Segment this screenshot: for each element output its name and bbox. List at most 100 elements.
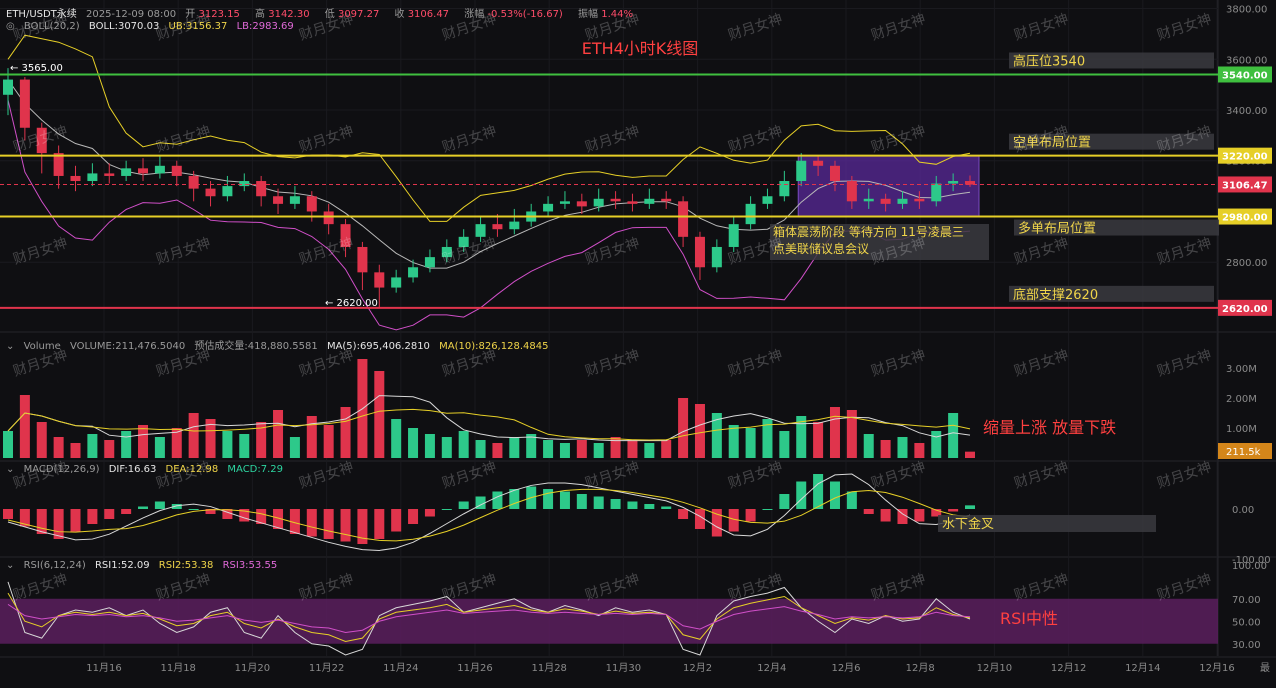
boll-label: BOLL(20,2) <box>23 21 80 32</box>
x-tick-label: 12月8 <box>906 662 935 674</box>
volume-bar <box>559 443 570 458</box>
macd-toggle-icon[interactable]: ⌄ <box>6 464 15 475</box>
candle-body <box>256 181 267 197</box>
boll-lower-line <box>7 99 971 331</box>
volume-bar <box>948 413 959 458</box>
level-note: 底部支撑2620 <box>1013 287 1098 303</box>
macd-note-bg <box>938 515 1156 532</box>
level-tag-bg <box>1218 208 1272 225</box>
macd-bar <box>762 509 773 510</box>
volume-bar <box>829 407 840 458</box>
macd-bar <box>19 509 30 527</box>
volume-bar <box>576 440 587 458</box>
level-note-bg <box>1014 219 1219 236</box>
macd-bar <box>70 509 81 532</box>
rsi-y-tick: 100.00 <box>1232 561 1267 572</box>
candle-body <box>424 257 435 268</box>
volume-bar <box>70 443 81 458</box>
macd-bar <box>408 509 419 524</box>
symbol-label[interactable]: ETH/USDT永续 <box>6 9 77 20</box>
candle-body <box>661 198 672 202</box>
candle-body <box>188 175 199 189</box>
macd-dif-line <box>7 473 971 551</box>
high-mark-label: ← 3565.00 <box>10 63 63 74</box>
change-label: 涨幅 <box>464 9 485 20</box>
candle-body <box>138 168 149 174</box>
x-tick-label: 12月14 <box>1125 662 1160 674</box>
volume-label: Volume <box>23 341 61 352</box>
rsi-y-tick: 50.00 <box>1232 617 1261 628</box>
macd-value: MACD:7.29 <box>227 464 284 475</box>
volume-bar <box>222 431 233 458</box>
amp-label: 振幅 <box>578 9 599 20</box>
macd-note: 水下金叉 <box>942 516 994 532</box>
range-note-line1: 箱体震荡阶段 等待方向 11号凌晨三 <box>773 224 964 239</box>
candle-body <box>576 201 587 207</box>
close-label: 收 <box>394 9 405 20</box>
rsi3-value: RSI3:53.55 <box>222 560 278 571</box>
change-value: -0.53%(-16.67) <box>487 9 563 20</box>
macd-label: MACD(12,26,9) <box>23 464 100 475</box>
volume-toggle-icon[interactable]: ⌄ <box>6 341 15 352</box>
high-label: 高 <box>255 9 266 20</box>
boll-value: BOLL:3070.03 <box>88 21 160 32</box>
macd-bar <box>610 499 621 509</box>
macd-bar <box>576 494 587 509</box>
volume-bar <box>846 410 857 458</box>
volume-bar <box>171 428 182 458</box>
volume-bar <box>121 431 132 458</box>
candle-body <box>273 196 284 204</box>
boll-ub: UB:3156.37 <box>168 21 228 32</box>
volume-bar <box>813 422 824 458</box>
volume-ma5: MA(5):695,406.2810 <box>326 341 430 352</box>
macd-bar <box>104 509 115 519</box>
level-tag-bg <box>1218 66 1272 83</box>
candle-body <box>53 153 64 176</box>
rsi-neutral-band <box>0 598 1218 644</box>
volume-bar <box>138 425 149 458</box>
eye-icon[interactable]: ◎ <box>6 21 15 32</box>
volume-bar <box>424 434 435 458</box>
rsi-y-tick: 30.00 <box>1232 640 1261 651</box>
macd-bar <box>205 509 216 514</box>
volume-bar <box>53 437 64 458</box>
macd-bar <box>829 481 840 509</box>
macd-bar <box>323 509 334 539</box>
volume-bar <box>762 419 773 458</box>
macd-bar <box>779 494 790 509</box>
x-tick-label: 11月20 <box>235 662 270 674</box>
macd-bar <box>441 509 452 510</box>
candle-body <box>593 198 604 207</box>
macd-dea: DEA:12.98 <box>165 464 219 475</box>
volume-bar <box>509 437 520 458</box>
chart-title: ETH4小时K线图 <box>582 39 699 58</box>
level-note: 空单布局位置 <box>1013 136 1091 151</box>
candle-body <box>222 186 233 197</box>
volume-bar <box>526 434 537 458</box>
level-tag-label: 3106.47 <box>1222 180 1268 191</box>
candle-body <box>458 236 469 247</box>
macd-bar <box>559 491 570 509</box>
macd-bar <box>391 509 402 532</box>
open-label: 开 <box>185 9 196 20</box>
macd-header: ⌄ MACD(12,26,9) DIF:16.63 DEA:12.98 MACD… <box>6 464 289 475</box>
level-tag-bg <box>1218 147 1272 164</box>
rsi-toggle-icon[interactable]: ⌄ <box>6 560 15 571</box>
volume-bar <box>627 440 638 458</box>
candle-body <box>931 183 942 202</box>
level-tag-label: 2620.00 <box>1222 304 1268 315</box>
boll-header: ◎ BOLL(20,2) BOLL:3070.03 UB:3156.37 LB:… <box>6 21 300 32</box>
y-tick-label: 2800.00 <box>1226 258 1267 269</box>
rsi3-line <box>7 603 971 634</box>
candle-body <box>70 175 81 182</box>
candle-body <box>965 181 975 185</box>
macd-y-tick: -100.00 <box>1232 555 1271 566</box>
bar-time: 2025-12-09 08:00 <box>85 9 177 20</box>
volume-current-tag <box>1218 443 1272 459</box>
volume-bar <box>87 434 98 458</box>
volume-y-tick: 2.00M <box>1226 394 1257 405</box>
macd-bar <box>897 509 908 524</box>
macd-bar <box>965 505 975 509</box>
volume-est: 预估成交量:418,880.5581 <box>194 341 318 352</box>
